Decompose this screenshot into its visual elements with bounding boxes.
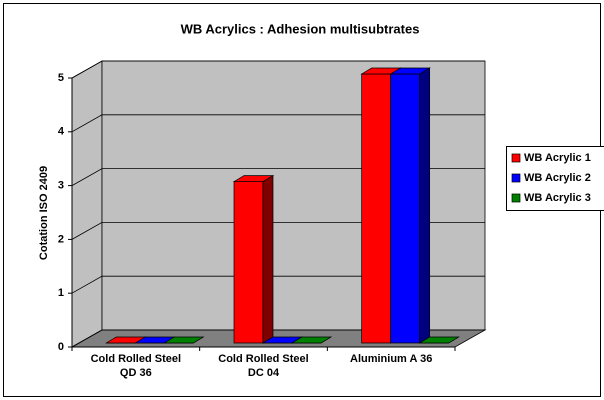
legend-label: WB Acrylic 2 — [524, 172, 591, 184]
bar-front — [233, 181, 264, 344]
grid-line — [71, 275, 485, 294]
bar — [389, 67, 431, 344]
legend-swatch — [511, 153, 521, 163]
y-tick-label: 1 — [58, 287, 64, 299]
y-tick-label: 3 — [58, 180, 64, 192]
bar-front — [361, 73, 392, 344]
bar-side — [419, 67, 431, 344]
bar-top — [290, 336, 333, 344]
x-tick-label: Aluminium A 36 — [350, 353, 433, 365]
y-tick-label: 5 — [58, 72, 64, 84]
bar-side — [262, 174, 274, 344]
bar — [290, 336, 333, 344]
y-tick-label: 0 — [58, 341, 64, 353]
bar — [418, 336, 460, 344]
y-tick-label: 2 — [58, 233, 64, 245]
chart-title: WB Acrylics : Adhesion multisubtrates — [181, 21, 420, 36]
legend-swatch — [511, 173, 521, 183]
bar — [232, 174, 275, 344]
grid-line — [71, 114, 485, 133]
legend-label: WB Acrylic 1 — [524, 152, 591, 164]
grid-line — [71, 329, 485, 348]
x-tick-label: Cold Rolled Steel QD 36 — [90, 353, 182, 379]
legend-box — [506, 146, 604, 211]
grid-line — [71, 168, 485, 186]
bar-top — [232, 175, 275, 182]
bar — [163, 336, 205, 344]
y-tick-label: 4 — [58, 126, 65, 138]
side-wall — [71, 60, 103, 348]
legend-label: WB Acrylic 3 — [524, 192, 591, 204]
bar-top — [418, 336, 460, 344]
grid-line — [71, 221, 485, 240]
bar-top — [163, 336, 205, 344]
legend-swatch — [511, 193, 521, 203]
x-tick-label: Cold Rolled Steel DC 04 — [218, 353, 309, 379]
bar-front — [390, 73, 421, 344]
bar-top — [389, 67, 431, 75]
grid-line — [71, 60, 485, 79]
y-axis-label: Cotation ISO 2409 — [38, 166, 50, 260]
